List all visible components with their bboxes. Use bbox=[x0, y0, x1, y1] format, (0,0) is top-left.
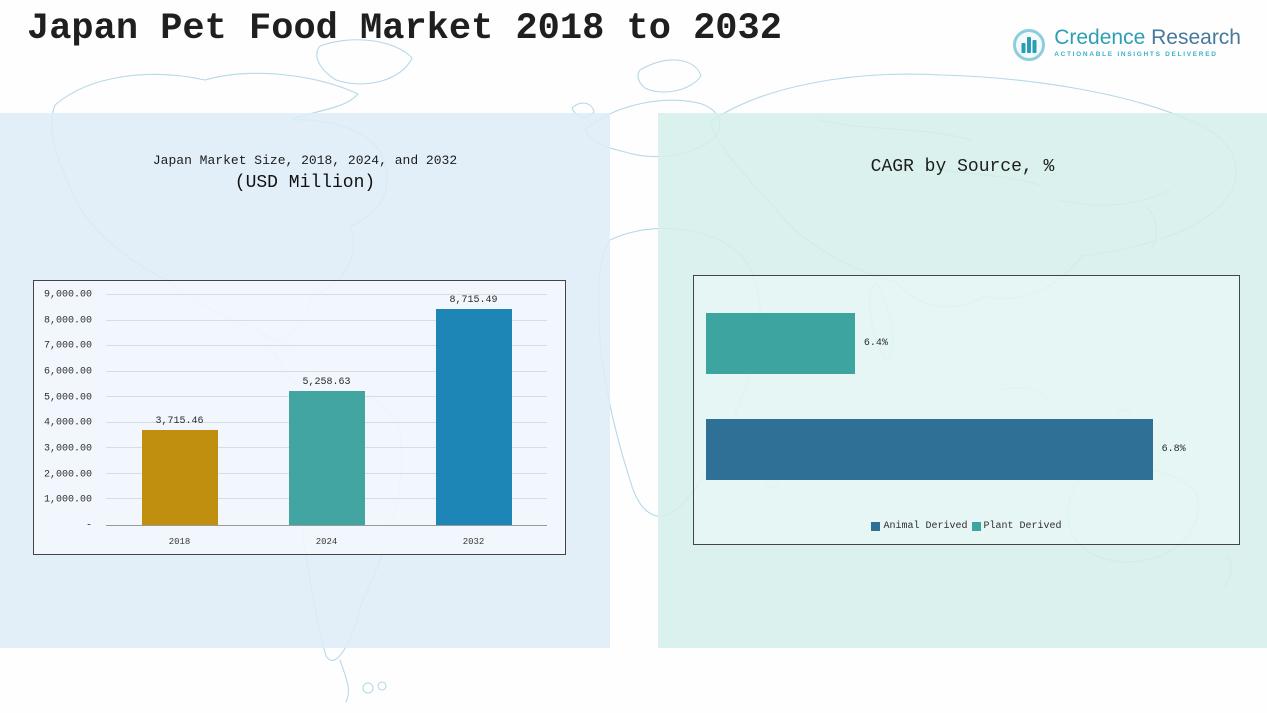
market-plot: 3,715.46 5,258.63 8,715.49 bbox=[106, 294, 547, 526]
bar-group-animal-derived: 6.8% bbox=[706, 419, 1227, 480]
y-tick-label: 2,000.00 bbox=[43, 469, 92, 481]
cagr-chart: 6.4% 6.8% Animal Derived Plant Derived bbox=[693, 275, 1240, 545]
logo-bar-chart-icon bbox=[1013, 29, 1046, 61]
market-size-panel-subtitle: (USD Million) bbox=[234, 173, 376, 193]
legend-item-animal-derived: Animal Derived bbox=[871, 521, 968, 532]
logo-tagline: ACTIONABLE INSIGHTS DELIVERED bbox=[1054, 51, 1218, 58]
legend-item-plant-derived: Plant Derived bbox=[971, 521, 1062, 532]
legend: Animal Derived Plant Derived bbox=[694, 521, 1239, 532]
bar-value-label-2024: 5,258.63 bbox=[302, 376, 351, 388]
legend-label-plant-derived: Plant Derived bbox=[983, 521, 1062, 532]
market-size-chart: 9,000.00 8,000.00 7,000.00 6,000.00 5,000.00… bbox=[33, 280, 566, 555]
bar-2032 bbox=[435, 309, 512, 525]
logo-text: Credence Research ACTIONABLE INSIGHTS DE… bbox=[1054, 27, 1241, 59]
y-tick-label: 7,000.00 bbox=[43, 340, 92, 352]
x-tick-2032: 2032 bbox=[462, 537, 485, 547]
bar-group-2018: 3,715.46 bbox=[141, 295, 218, 525]
legend-swatch-plant-derived bbox=[971, 522, 981, 531]
bar-value-label-2018: 3,715.46 bbox=[155, 416, 204, 428]
market-size-panel: Japan Market Size, 2018, 2024, and 2032 … bbox=[0, 113, 610, 648]
bar-group-plant-derived: 6.4% bbox=[706, 313, 1227, 374]
y-tick-label: 4,000.00 bbox=[43, 417, 92, 429]
y-tick-label: 6,000.00 bbox=[43, 366, 92, 378]
y-axis: 9,000.00 8,000.00 7,000.00 6,000.00 5,000.00… bbox=[34, 290, 98, 532]
gridline bbox=[106, 345, 547, 347]
x-tick-2024: 2024 bbox=[315, 537, 338, 547]
logo-brand-credence: Credence bbox=[1054, 26, 1146, 49]
bar-value-label-2032: 8,715.49 bbox=[449, 295, 498, 306]
bar-value-label-plant-derived: 6.4% bbox=[863, 338, 888, 349]
bar-value-label-animal-derived: 6.8% bbox=[1161, 444, 1186, 455]
logo-brand-research: Research bbox=[1151, 26, 1241, 49]
bar-2018 bbox=[141, 430, 218, 525]
x-axis: 2018 2024 2032 bbox=[106, 537, 547, 547]
y-tick-label: 8,000.00 bbox=[43, 315, 92, 327]
legend-label-animal-derived: Animal Derived bbox=[883, 521, 968, 532]
bar-animal-derived bbox=[706, 419, 1153, 480]
cagr-panel-title: CAGR by Source, % bbox=[870, 157, 1055, 177]
bar-group-2024: 5,258.63 bbox=[288, 295, 365, 525]
gridline bbox=[106, 370, 547, 372]
y-tick-label: 9,000.00 bbox=[43, 289, 92, 301]
x-tick-2018: 2018 bbox=[168, 537, 191, 547]
bar-2024 bbox=[288, 390, 365, 525]
page-title: Japan Pet Food Market 2018 to 2032 bbox=[27, 8, 782, 50]
gridline bbox=[106, 319, 547, 321]
logo-brand: Credence Research bbox=[1054, 27, 1241, 49]
bar-plant-derived bbox=[706, 313, 855, 374]
credence-research-logo: Credence Research ACTIONABLE INSIGHTS DE… bbox=[1011, 27, 1241, 63]
market-size-panel-title: Japan Market Size, 2018, 2024, and 2032 bbox=[152, 153, 458, 168]
y-tick-label: 1,000.00 bbox=[43, 494, 92, 506]
cagr-panel: CAGR by Source, % 6.4% 6.8% Animal Deriv… bbox=[658, 113, 1267, 648]
y-tick-label: 5,000.00 bbox=[43, 392, 92, 404]
gridline bbox=[106, 294, 547, 295]
y-tick-label: 3,000.00 bbox=[43, 443, 92, 455]
y-tick-label: - bbox=[85, 520, 92, 532]
bar-group-2032: 8,715.49 bbox=[435, 295, 512, 525]
legend-swatch-animal-derived bbox=[871, 522, 881, 531]
